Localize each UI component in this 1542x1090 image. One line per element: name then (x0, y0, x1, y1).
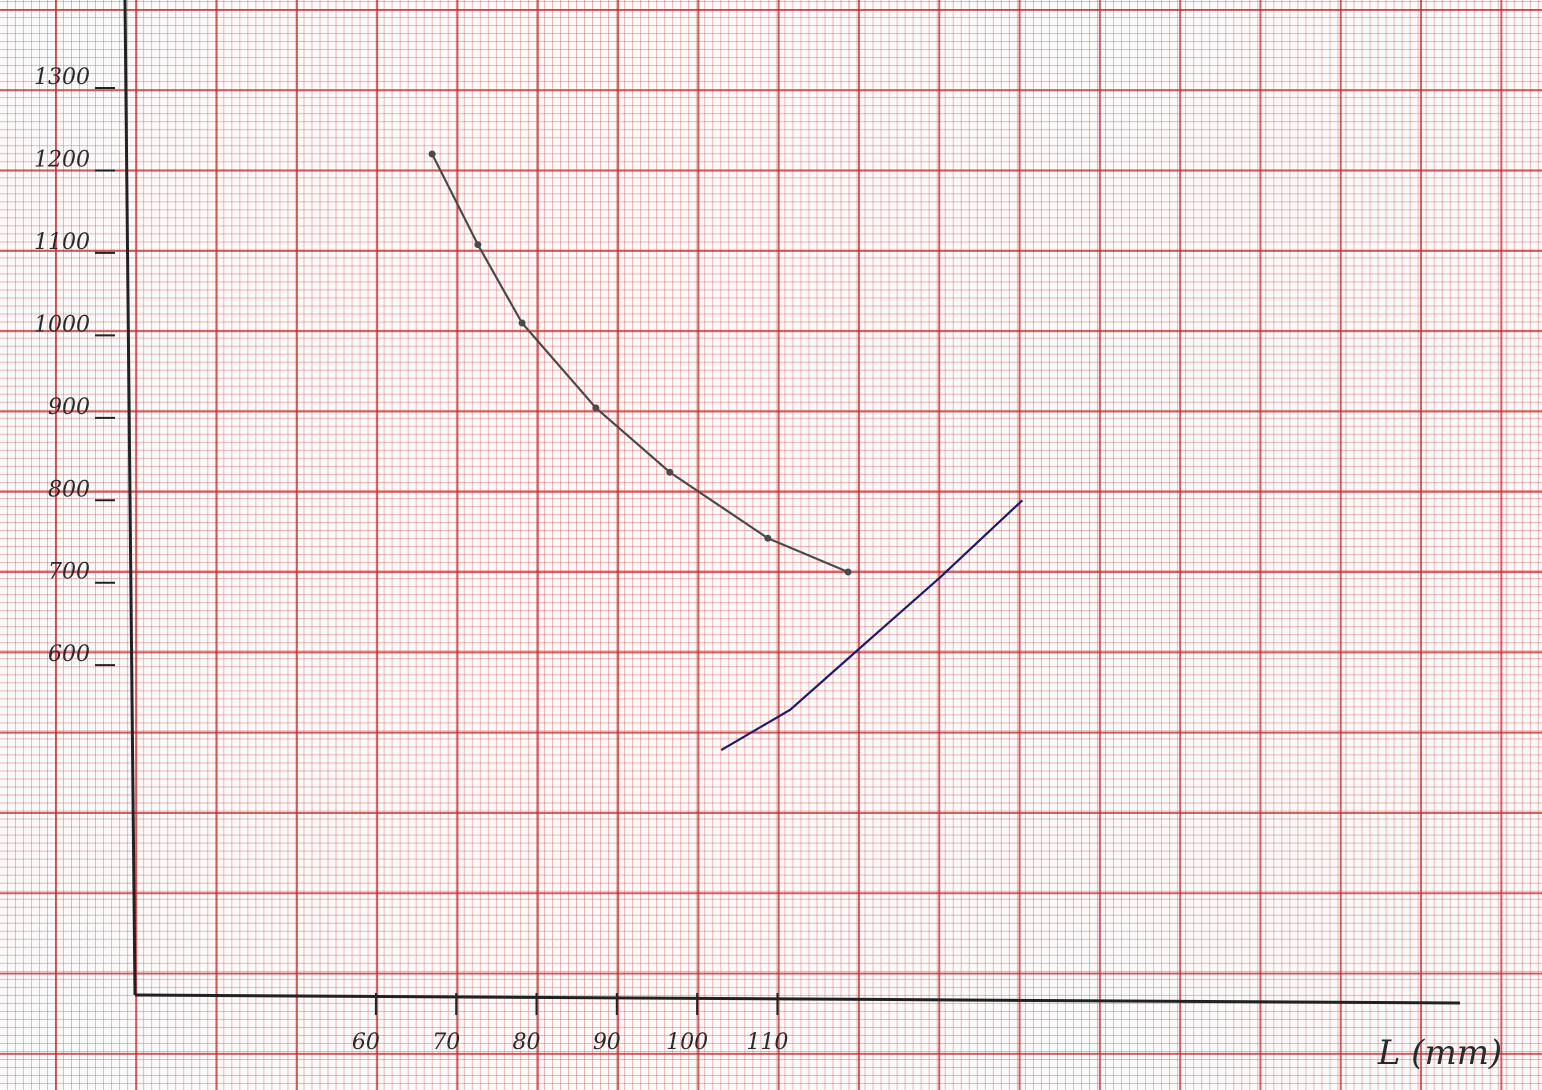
y-axis (125, 0, 135, 995)
data-point (429, 150, 436, 157)
x-axis-label: L (mm) (1377, 1033, 1502, 1073)
y-tick-label: 700 (48, 560, 90, 585)
data-point (845, 569, 852, 576)
data-point (519, 319, 526, 326)
y-tick-label: 1000 (34, 312, 90, 337)
y-tick-label: 1300 (34, 65, 90, 90)
x-tick-label: 80 (513, 1030, 541, 1055)
data-point (764, 535, 771, 542)
series-line (432, 154, 848, 572)
data-point (474, 241, 481, 248)
data-point (666, 469, 673, 476)
data-point (592, 404, 599, 411)
chart: L (mm) 600 700 800 900 1000 1100 1200 1300 60 70 8… (0, 0, 1542, 1090)
x-tick-label: 110 (746, 1030, 788, 1055)
y-tick-label: 900 (48, 395, 90, 420)
x-tick-label: 90 (593, 1030, 621, 1055)
y-tick-label: 1200 (34, 147, 90, 172)
x-tick-label: 70 (432, 1030, 460, 1055)
x-axis (135, 995, 1460, 1003)
x-tick-label: 100 (666, 1030, 708, 1055)
x-tick-label: 60 (352, 1030, 380, 1055)
y-tick-label: 800 (48, 477, 90, 502)
y-tick-label: 600 (48, 642, 90, 667)
y-tick-label: 1100 (34, 230, 90, 255)
